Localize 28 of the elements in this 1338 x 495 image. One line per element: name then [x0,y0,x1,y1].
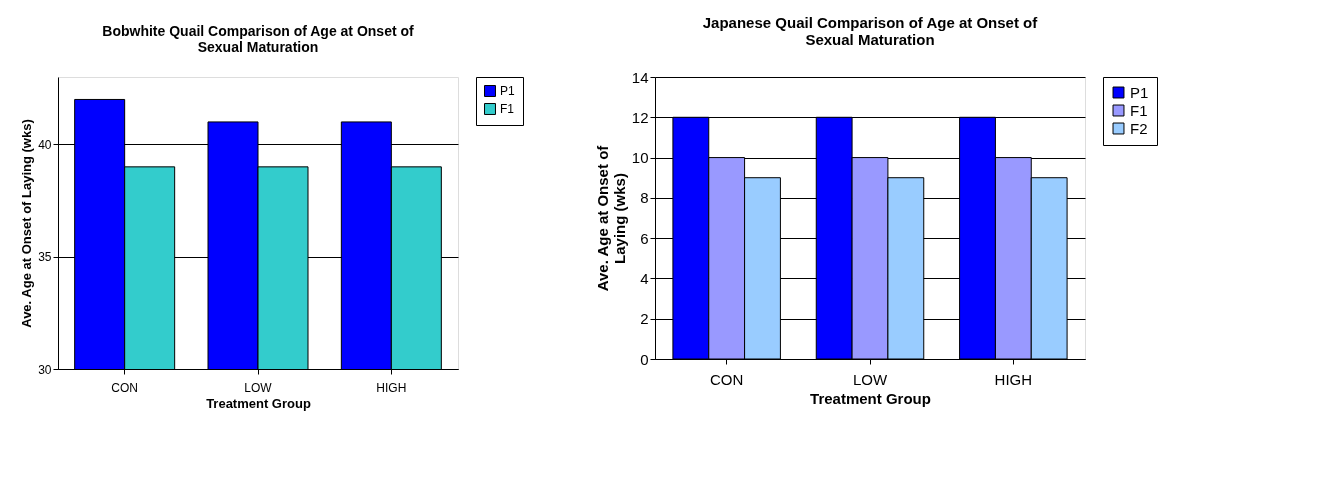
y-tick-label: 10 [631,149,649,167]
y-tick-label: 12 [631,108,649,126]
x-tick-label: LOW [244,380,273,395]
x-axis-title: Treatment Group [206,395,311,411]
y-tick-label: 4 [640,269,649,287]
legend-label: P1 [1130,83,1149,101]
chart-title: Japanese Quail Comparison of Age at Onset of Sexual Maturation [702,14,1039,48]
legend-label: F2 [1130,119,1148,137]
chart-title: Bobwhite Quail Comparison of Age at Onset of Sexual Maturation [102,22,415,55]
y-tick-label: 6 [640,229,649,247]
legend-label: F1 [500,102,515,116]
x-tick-label: CON [111,380,138,395]
y-tick-label: 2 [640,310,649,328]
x-tick-label: HIGH [376,380,407,395]
y-tick-label: 30 [38,362,52,377]
y-tick-label: 35 [38,250,52,265]
x-axis-title: Treatment Group [810,389,931,407]
y-axis-title: Ave. Age at Onset of Laying (wks) [593,144,628,292]
y-tick-label: 8 [640,189,649,207]
x-tick-label: LOW [852,370,888,388]
legend-label: P1 [500,84,515,98]
legend-label: F1 [1130,101,1148,119]
y-axis-title: Ave. Age at Onset of Laying (wks) [19,119,35,328]
y-tick-label: 14 [631,68,649,86]
y-tick-label: 40 [38,137,52,152]
y-tick-label: 0 [640,350,649,368]
x-tick-label: CON [709,370,744,388]
x-tick-label: HIGH [994,370,1033,388]
